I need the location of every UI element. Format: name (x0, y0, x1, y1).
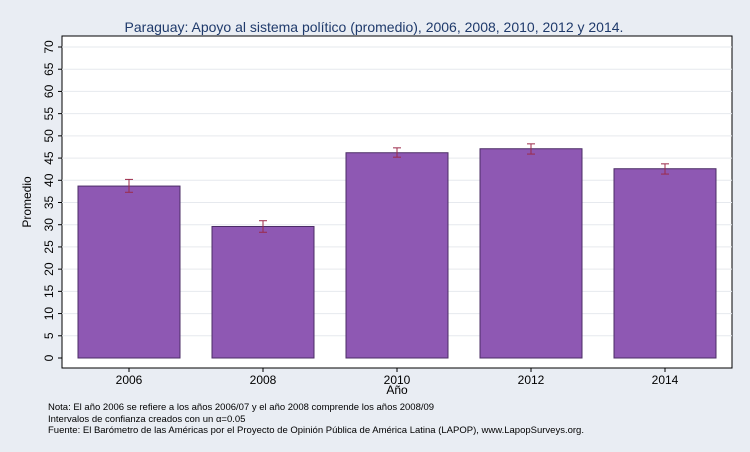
chart-title: Paraguay: Apoyo al sistema político (pro… (125, 19, 624, 35)
x-tick-label: 2006 (116, 373, 143, 387)
y-tick-label: 10 (42, 307, 56, 321)
y-tick-label: 65 (42, 62, 56, 76)
y-tick-label: 5 (42, 332, 56, 339)
y-tick-label: 60 (42, 84, 56, 98)
y-tick-label: 55 (42, 107, 56, 121)
bar (345, 152, 449, 359)
y-axis-label: Promedio (20, 176, 34, 228)
y-tick-label: 25 (42, 240, 56, 254)
y-axis: 0 5 10 15 20 25 30 35 40 45 50 55 60 65 70 (42, 40, 62, 361)
chart-notes: Nota: El año 2006 se refiere a los años … (48, 402, 584, 437)
y-tick-label: 20 (42, 262, 56, 276)
bar (211, 225, 315, 359)
bar (613, 168, 717, 359)
x-tick-label: 2010 (384, 373, 411, 387)
bar (479, 148, 583, 359)
x-axis-label: Año (386, 383, 408, 397)
x-tick-label: 2014 (652, 373, 679, 387)
x-tick-label: 2008 (250, 373, 277, 387)
bars (77, 148, 717, 359)
y-tick-label: 50 (42, 129, 56, 143)
y-tick-label: 30 (42, 218, 56, 232)
y-tick-label: 35 (42, 196, 56, 210)
note-line: Nota: El año 2006 se refiere a los años … (48, 402, 435, 413)
note-line: Intervalos de confianza creados con un α… (48, 413, 246, 425)
y-tick-label: 45 (42, 151, 56, 165)
y-tick-label: 70 (42, 40, 56, 54)
y-tick-label: 15 (42, 284, 56, 298)
x-tick-label: 2012 (518, 373, 545, 387)
bar (77, 185, 181, 359)
note-line: Fuente: El Barómetro de las Américas por… (48, 425, 584, 436)
y-tick-label: 0 (42, 354, 56, 361)
y-tick-label: 40 (42, 173, 56, 187)
error-bars (125, 143, 669, 233)
x-axis: 2006 2008 2010 2012 2014 (116, 368, 679, 387)
